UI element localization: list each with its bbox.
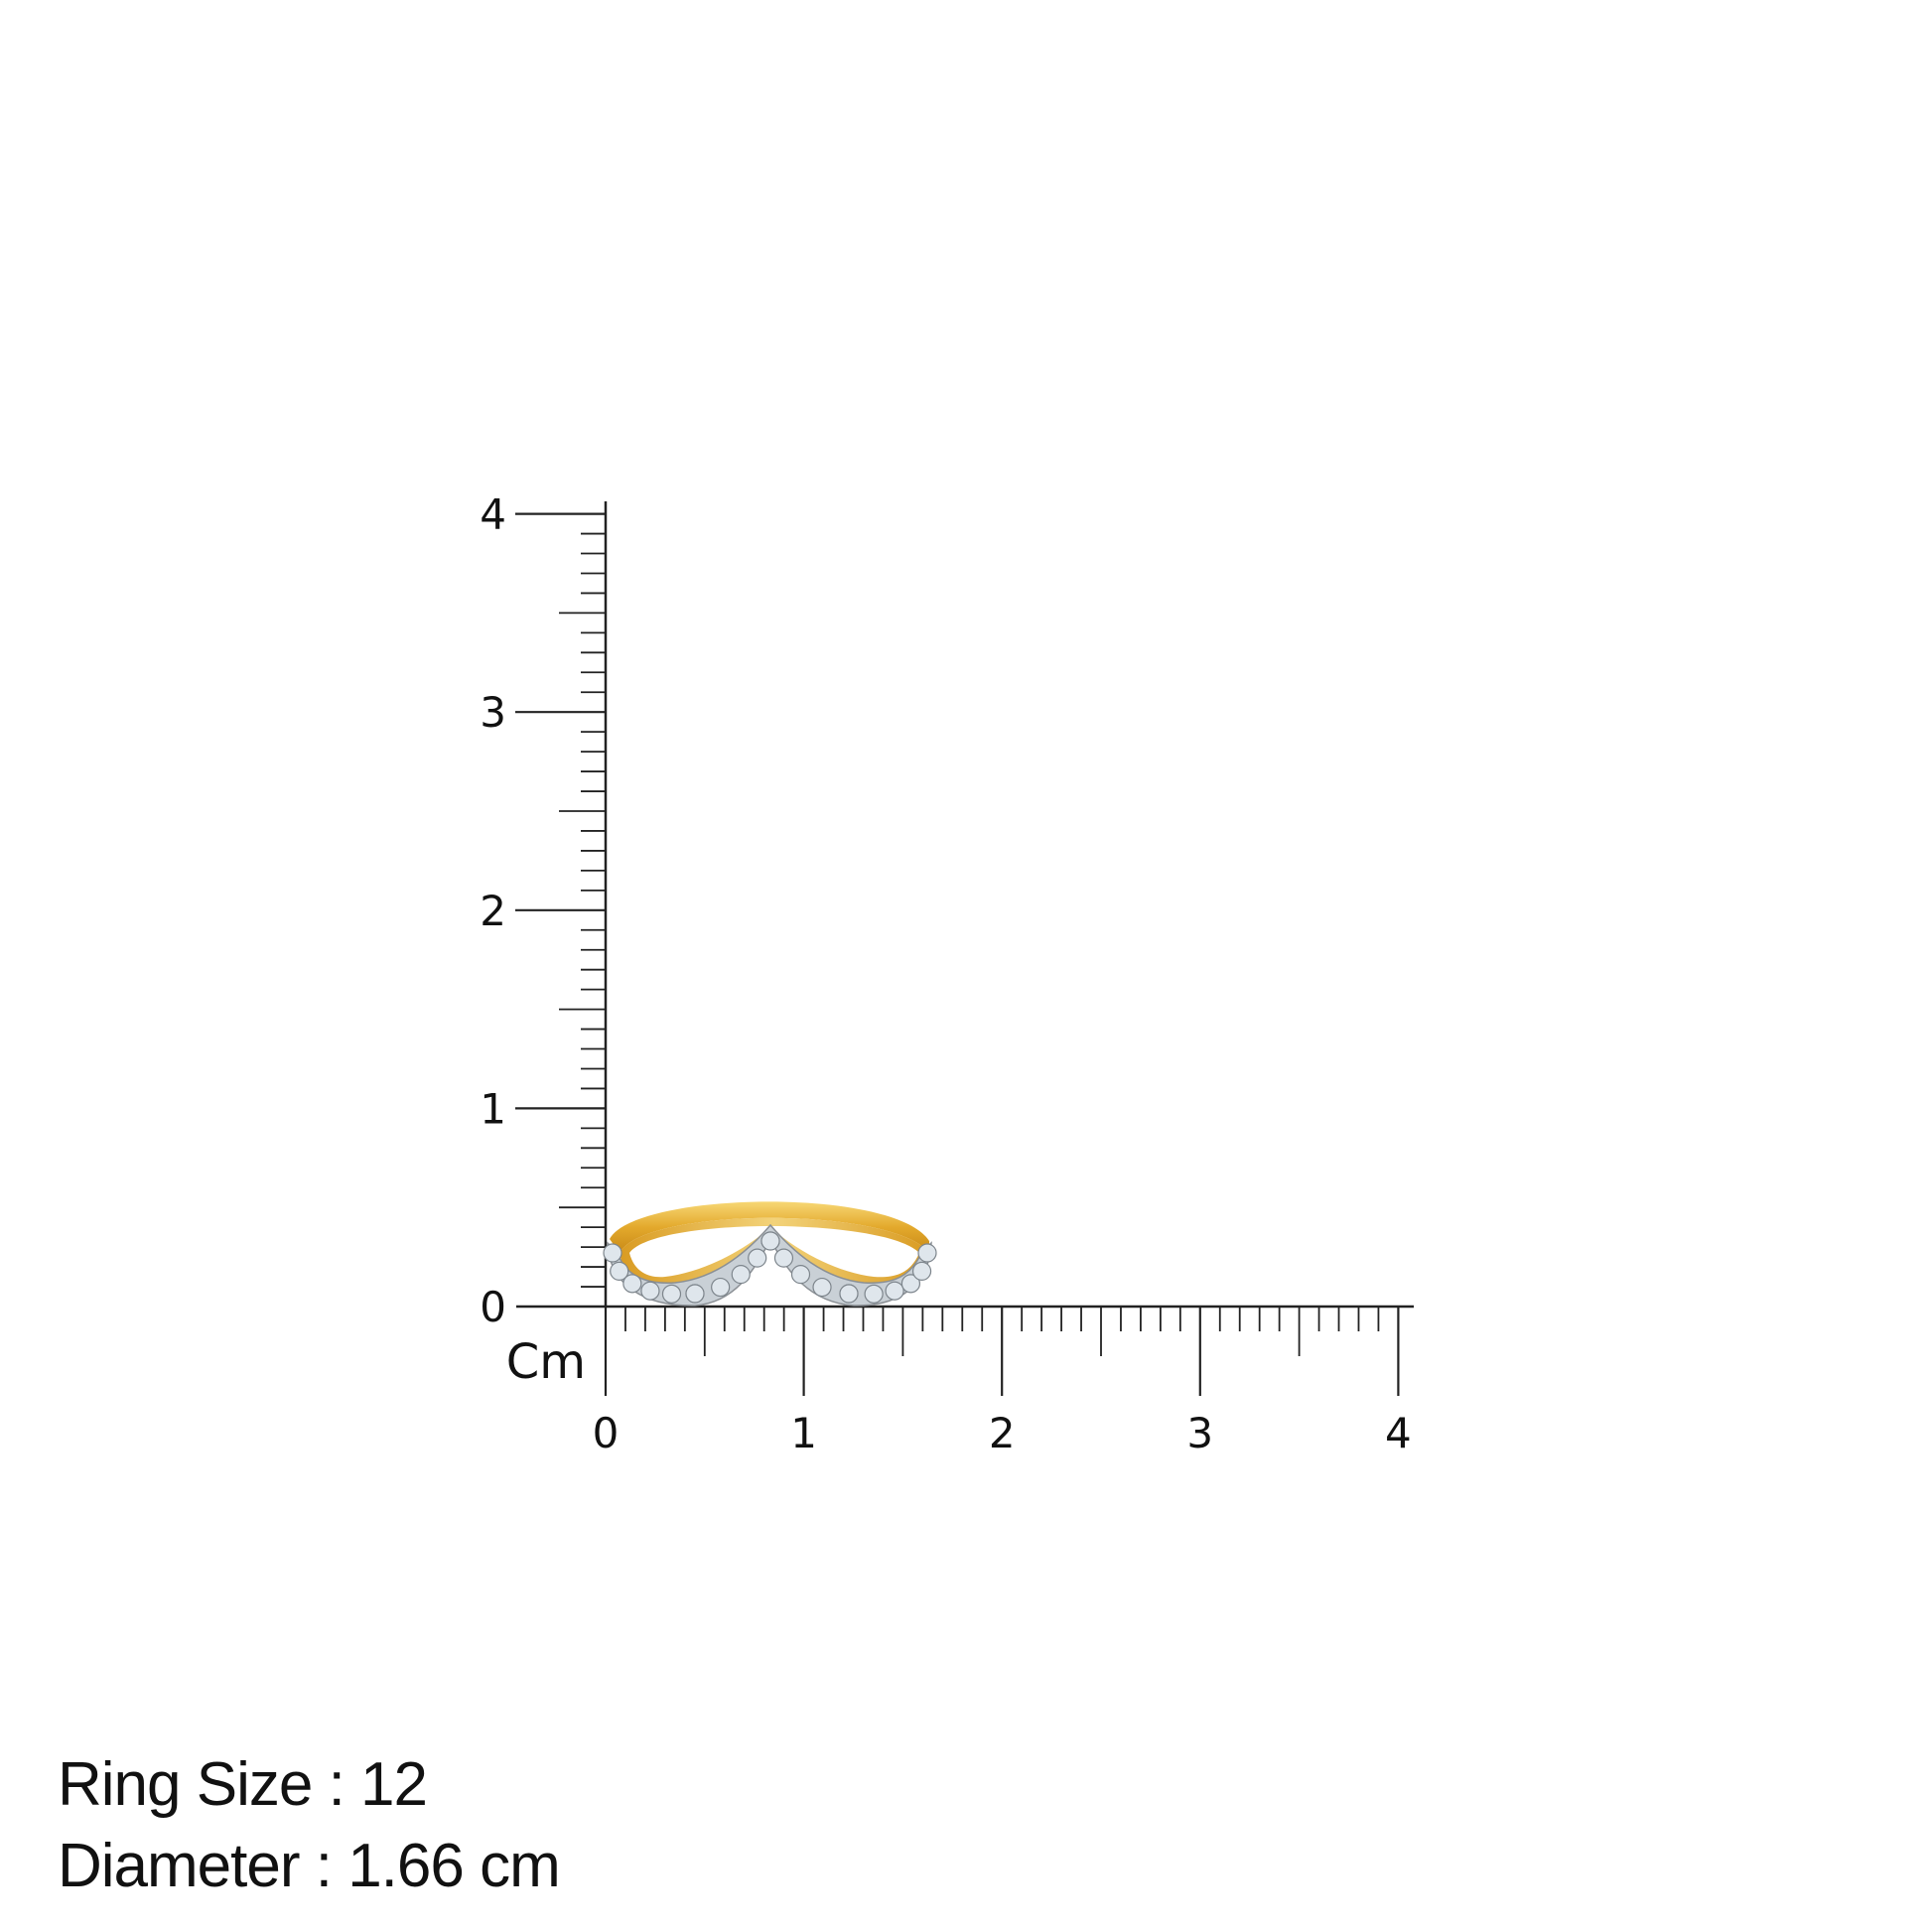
- diamond-stone: [603, 1243, 622, 1263]
- x-tick-label: 2: [989, 1409, 1016, 1457]
- unit-label: Cm: [506, 1334, 586, 1390]
- diamond-stone: [885, 1281, 904, 1301]
- diamond-stone: [917, 1243, 937, 1263]
- diamond-stone: [640, 1281, 660, 1301]
- y-tick-label: 1: [480, 1084, 506, 1133]
- diamond-stone: [900, 1274, 921, 1294]
- diamond-stone: [760, 1231, 780, 1251]
- y-tick-label: 2: [480, 887, 506, 935]
- diamond-stone: [864, 1284, 884, 1304]
- diamond-stone: [773, 1248, 794, 1268]
- diamond-stone: [685, 1284, 705, 1304]
- diamond-stone: [911, 1261, 932, 1281]
- ring-size-text: Ring Size : 12: [58, 1750, 428, 1819]
- x-tick-label: 1: [790, 1409, 817, 1457]
- diamond-stone: [711, 1277, 731, 1298]
- x-tick-label: 4: [1385, 1409, 1412, 1457]
- y-tick-label: 0: [480, 1283, 506, 1331]
- y-tick-label: 4: [480, 490, 506, 539]
- ring-inner-opening: [629, 1226, 919, 1278]
- ring-band-back: [610, 1201, 929, 1253]
- diamond-stone: [610, 1261, 629, 1281]
- diamond-stone: [839, 1284, 859, 1304]
- diamond-stone: [731, 1265, 751, 1285]
- ring-image: [603, 1201, 937, 1307]
- diamond-stone: [661, 1284, 682, 1304]
- diamond-stone: [622, 1274, 642, 1294]
- ruler-ticks: 0 1 2 3 4 0 1 2 3 4 Cm: [480, 490, 1414, 1457]
- diamond-stone: [790, 1265, 811, 1285]
- diamond-stone: [748, 1248, 767, 1268]
- diamond-stone: [812, 1277, 832, 1298]
- y-tick-label: 3: [480, 688, 506, 737]
- x-tick-label: 3: [1186, 1409, 1213, 1457]
- x-tick-label: 0: [593, 1409, 620, 1457]
- diameter-text: Diameter : 1.66 cm: [58, 1832, 561, 1900]
